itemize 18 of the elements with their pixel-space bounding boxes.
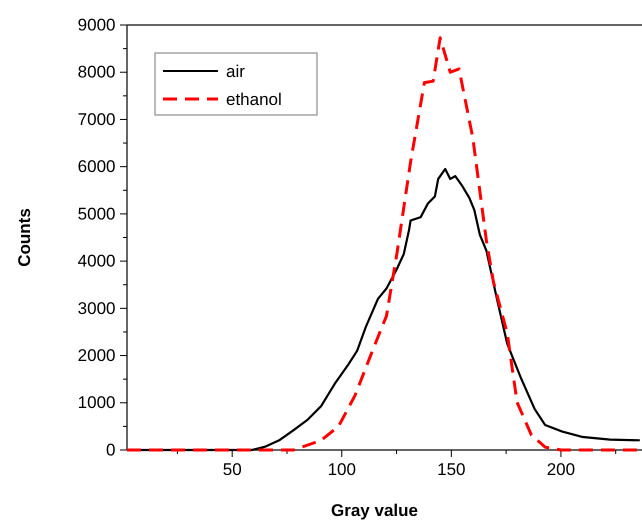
y-tick-label: 2000 xyxy=(78,346,116,365)
y-tick-label: 0 xyxy=(106,440,116,460)
y-axis-title: Counts xyxy=(15,208,34,267)
legend-label: air xyxy=(226,62,246,81)
y-tick-label: 6000 xyxy=(78,157,116,176)
x-axis-title: Gray value xyxy=(331,501,418,520)
y-tick-label: 5000 xyxy=(78,204,116,224)
x-tick-label: 100 xyxy=(328,460,356,480)
y-tick-label: 8000 xyxy=(78,62,116,82)
x-tick-label: 50 xyxy=(222,460,242,480)
y-tick-label: 7000 xyxy=(78,110,116,129)
y-tick-label: 4000 xyxy=(78,252,116,271)
x-tick-label: 150 xyxy=(437,460,466,480)
legend-label: ethanol xyxy=(226,90,282,109)
y-tick-label: 1000 xyxy=(78,393,116,412)
y-tick-label: 9000 xyxy=(78,15,116,34)
y-tick-label: 3000 xyxy=(78,298,116,318)
x-tick-label: 200 xyxy=(546,460,576,480)
